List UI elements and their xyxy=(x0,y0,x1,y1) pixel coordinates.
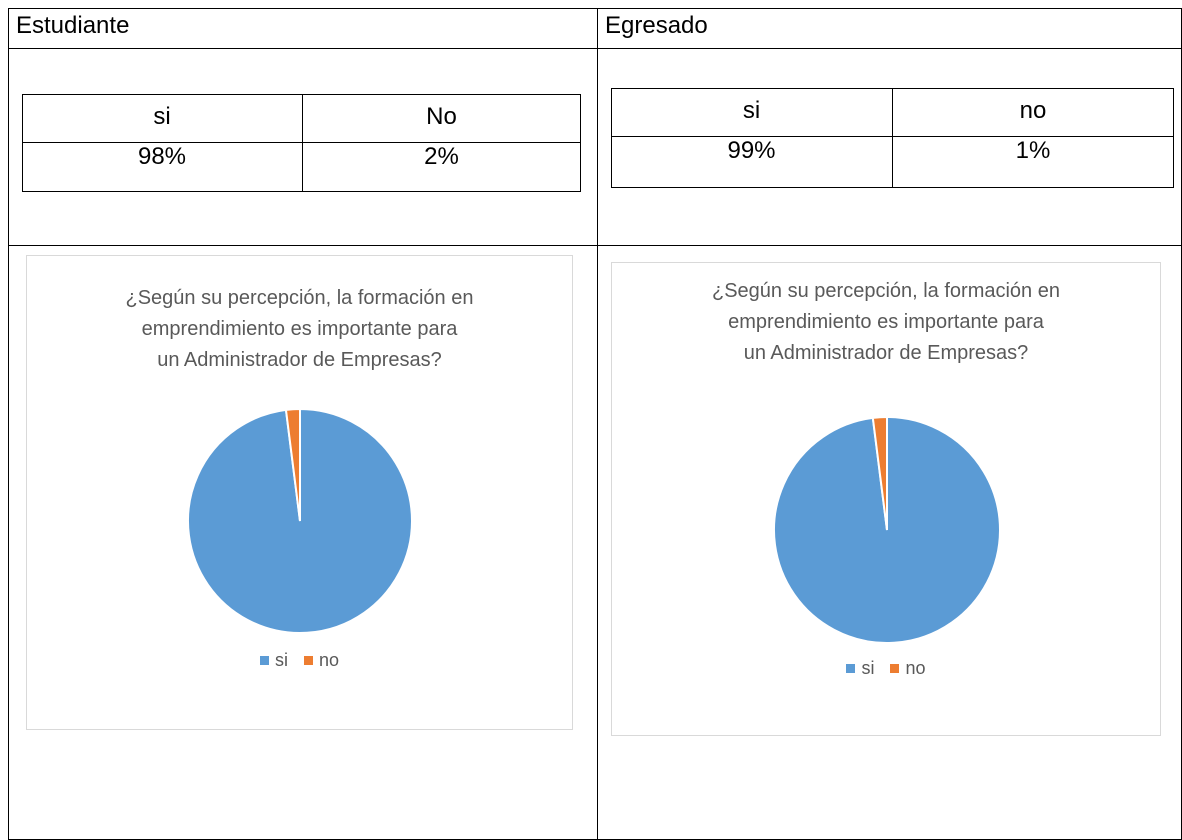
cell-divider xyxy=(302,94,303,192)
pie xyxy=(187,407,413,634)
legend-swatch xyxy=(890,664,900,673)
row-divider xyxy=(611,136,1174,137)
table-cell: 1% xyxy=(1015,137,1051,164)
table-head-cell: si xyxy=(153,103,171,130)
chart-title: ¿Según su percepción, la formación en em… xyxy=(712,280,1060,364)
legend-swatch xyxy=(303,656,313,665)
legend-label: si xyxy=(274,650,288,670)
legend: si no xyxy=(26,650,573,671)
row-divider xyxy=(22,142,581,143)
column-header: Estudiante xyxy=(16,12,130,39)
legend-label: si xyxy=(861,658,875,678)
table-head-cell: no xyxy=(1019,97,1047,124)
legend-label: no xyxy=(905,658,926,678)
row-divider xyxy=(8,48,1182,49)
table-head-cell: No xyxy=(426,103,457,130)
row-divider xyxy=(8,245,1182,246)
chart-title: ¿Según su percepción, la formación en em… xyxy=(125,287,474,371)
pie xyxy=(773,415,1001,644)
chart-frame xyxy=(26,255,573,730)
cell-divider xyxy=(892,88,893,188)
pie-slice xyxy=(871,415,888,531)
table-cell: 2% xyxy=(424,143,459,170)
column-header: Egresado xyxy=(605,12,708,39)
table-cell: 99% xyxy=(727,137,776,164)
column-divider xyxy=(597,8,598,840)
legend-swatch xyxy=(846,664,856,673)
chart-frame xyxy=(611,262,1161,736)
summary-table xyxy=(22,94,581,192)
table-cell: 98% xyxy=(137,143,187,170)
legend-label: no xyxy=(318,650,340,670)
table-head-cell: si xyxy=(742,97,761,124)
legend: si no xyxy=(611,658,1161,679)
pie-slice xyxy=(284,407,301,522)
legend-swatch xyxy=(259,656,269,665)
